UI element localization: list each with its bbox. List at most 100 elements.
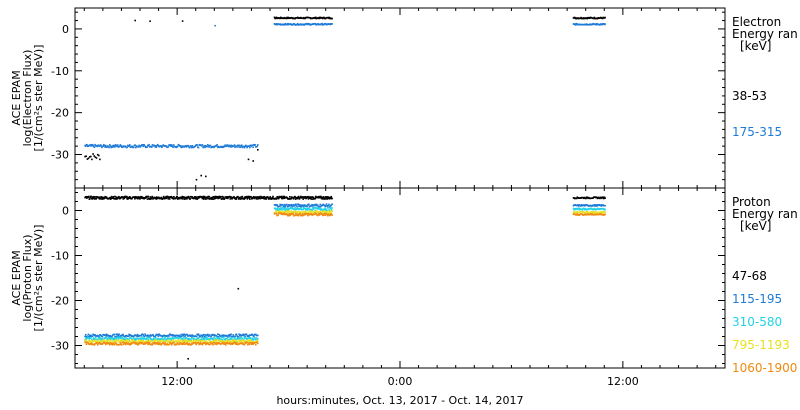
data-point bbox=[153, 144, 156, 147]
data-point bbox=[211, 196, 214, 199]
data-point bbox=[170, 145, 172, 147]
data-point bbox=[97, 339, 100, 341]
data-point bbox=[125, 145, 127, 148]
y-axis-label-line: log(Proton Flux) bbox=[21, 234, 34, 321]
data-point bbox=[313, 212, 315, 215]
data-point bbox=[121, 340, 124, 343]
data-point bbox=[243, 339, 245, 342]
data-point bbox=[140, 195, 142, 198]
data-point bbox=[215, 195, 218, 198]
data-point bbox=[234, 198, 237, 200]
data-point bbox=[245, 196, 248, 199]
data-point bbox=[296, 196, 298, 199]
data-point bbox=[119, 339, 122, 341]
data-point bbox=[306, 208, 308, 210]
data-point bbox=[185, 146, 188, 148]
data-point bbox=[251, 337, 254, 340]
data-point bbox=[237, 335, 240, 338]
data-point bbox=[194, 339, 196, 342]
data-point bbox=[244, 197, 246, 200]
data-point bbox=[95, 157, 98, 159]
data-point bbox=[316, 214, 319, 217]
data-point bbox=[270, 198, 272, 200]
data-point bbox=[202, 195, 204, 198]
data-point bbox=[168, 343, 170, 346]
data-point bbox=[84, 155, 86, 158]
data-point bbox=[317, 196, 319, 199]
data-point bbox=[88, 195, 90, 198]
data-point bbox=[241, 337, 243, 339]
data-point bbox=[318, 213, 320, 215]
data-point bbox=[255, 198, 258, 200]
data-point bbox=[107, 145, 110, 148]
data-point bbox=[233, 145, 235, 147]
data-point bbox=[201, 342, 203, 345]
data-point bbox=[593, 204, 596, 206]
data-point bbox=[245, 333, 248, 335]
data-point bbox=[328, 212, 330, 214]
data-point bbox=[96, 145, 98, 148]
data-point bbox=[182, 338, 184, 341]
data-point bbox=[592, 208, 595, 211]
data-point bbox=[319, 203, 321, 206]
data-point bbox=[217, 337, 219, 339]
data-point bbox=[330, 195, 332, 198]
data-point bbox=[176, 195, 178, 198]
data-point bbox=[259, 197, 262, 200]
data-point bbox=[234, 341, 236, 344]
data-point bbox=[325, 197, 328, 199]
data-point bbox=[164, 336, 166, 339]
data-point bbox=[141, 144, 144, 146]
data-point bbox=[103, 197, 106, 199]
legend-title: Proton bbox=[732, 195, 771, 209]
data-point bbox=[144, 333, 146, 335]
data-point bbox=[201, 145, 203, 147]
data-point bbox=[138, 196, 141, 199]
data-point bbox=[134, 342, 136, 345]
data-point bbox=[215, 339, 217, 342]
data-point bbox=[119, 145, 121, 148]
data-point bbox=[595, 204, 597, 206]
data-point bbox=[252, 160, 254, 162]
data-point bbox=[217, 196, 220, 199]
data-point bbox=[604, 16, 606, 19]
data-point bbox=[283, 203, 286, 206]
data-point bbox=[328, 210, 331, 213]
data-point bbox=[221, 343, 223, 345]
data-point bbox=[302, 198, 304, 200]
data-point bbox=[177, 338, 180, 340]
data-point bbox=[99, 196, 101, 198]
data-point bbox=[604, 204, 606, 207]
data-point bbox=[306, 214, 309, 217]
data-point bbox=[118, 333, 120, 336]
data-point bbox=[166, 339, 168, 342]
data-point bbox=[91, 196, 94, 198]
data-point bbox=[237, 144, 240, 147]
data-point bbox=[115, 196, 117, 198]
data-point bbox=[172, 339, 174, 342]
data-point bbox=[150, 197, 153, 200]
data-point bbox=[177, 339, 180, 341]
data-point bbox=[594, 210, 597, 213]
data-point bbox=[204, 146, 206, 149]
data-point bbox=[214, 197, 216, 200]
data-point bbox=[258, 197, 261, 200]
data-point bbox=[109, 342, 112, 344]
data-point bbox=[111, 336, 113, 338]
data-point bbox=[187, 339, 190, 341]
data-point bbox=[301, 214, 303, 217]
data-point bbox=[212, 344, 214, 346]
data-point bbox=[213, 333, 216, 336]
data-point bbox=[147, 338, 150, 341]
data-point bbox=[275, 212, 278, 215]
data-point bbox=[235, 339, 238, 342]
data-point bbox=[86, 144, 88, 146]
data-point bbox=[145, 338, 148, 340]
data-point bbox=[139, 337, 142, 339]
data-point bbox=[144, 197, 147, 199]
data-point bbox=[294, 214, 296, 217]
data-point bbox=[247, 197, 249, 199]
data-point bbox=[125, 337, 127, 339]
data-point bbox=[231, 336, 234, 338]
data-point bbox=[331, 207, 333, 209]
